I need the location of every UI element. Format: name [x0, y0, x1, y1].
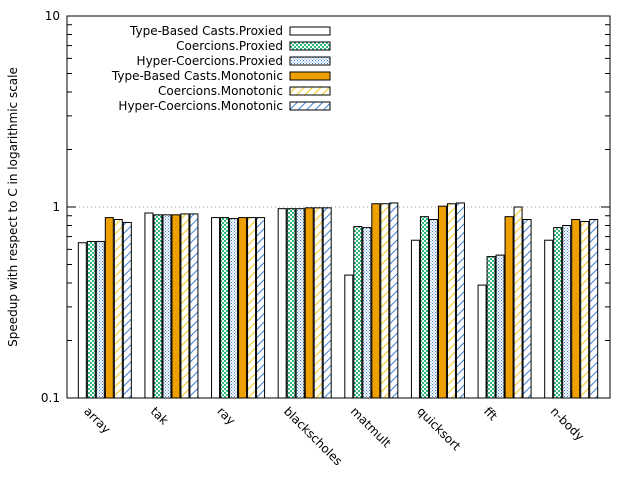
bar-fft-4	[504, 216, 514, 399]
legend-swatch	[289, 41, 331, 51]
y-tick-label: 10	[45, 9, 60, 23]
bar-tak-3	[162, 214, 172, 399]
bar-quicksort-3	[428, 219, 438, 399]
x-axis: array tak ray blackscholes matmult quicksort f…	[81, 391, 587, 468]
bar-tak-1	[144, 212, 154, 399]
y-axis: 0.1 1 10	[41, 9, 610, 405]
bar-matmult-5	[380, 203, 390, 399]
bar-tak-4	[171, 214, 181, 399]
legend-label: Type-Based Casts.Proxied	[129, 24, 283, 38]
bar-array-4	[104, 217, 114, 399]
bar-fft-5	[513, 206, 523, 399]
bar-ray-3	[229, 218, 239, 399]
x-tick-label: matmult	[348, 404, 394, 450]
bar-quicksort-2	[419, 216, 429, 399]
bar-array-3	[95, 240, 105, 399]
bar-n-body-2	[553, 227, 563, 399]
bar-blackscholes-6	[322, 207, 332, 399]
legend-label: Coercions.Monotonic	[158, 84, 283, 98]
bar-tak-2	[153, 214, 163, 399]
x-tick-label: tak	[148, 404, 171, 427]
legend-label: Coercions.Proxied	[176, 39, 283, 53]
bar-blackscholes-3	[295, 208, 305, 399]
bar-ray-6	[256, 217, 266, 399]
bar-blackscholes-4	[304, 207, 314, 399]
bar-array-2	[86, 240, 96, 399]
legend-swatch	[289, 71, 331, 81]
x-tick-label: array	[81, 404, 113, 436]
legend-swatch	[289, 86, 331, 96]
bar-tak-6	[189, 213, 199, 399]
bar-matmult-1	[344, 274, 354, 399]
legend-swatch	[289, 56, 331, 66]
bar-matmult-4	[371, 203, 381, 399]
bar-ray-1	[211, 217, 221, 399]
bar-blackscholes-2	[286, 208, 296, 399]
bar-n-body-6	[589, 219, 599, 399]
bar-n-body-3	[562, 225, 572, 399]
legend-label: Hyper-Coercions.Monotonic	[118, 99, 283, 113]
bar-array-6	[122, 221, 132, 399]
bar-matmult-6	[389, 202, 399, 399]
bar-array-5	[113, 219, 123, 399]
x-tick-label: quicksort	[414, 404, 463, 453]
bar-ray-4	[238, 217, 248, 399]
bar-blackscholes-5	[313, 207, 323, 399]
legend-label: Type-Based Casts.Monotonic	[111, 69, 283, 83]
legend-swatch	[289, 101, 331, 111]
bar-blackscholes-1	[277, 208, 287, 399]
bar-quicksort-5	[446, 203, 456, 399]
bar-ray-5	[247, 217, 257, 399]
y-tick-label: 0.1	[41, 391, 60, 405]
bar-fft-1	[477, 284, 487, 399]
bar-quicksort-4	[437, 205, 447, 399]
x-tick-label: fft	[481, 404, 500, 423]
bar-array-1	[77, 242, 87, 399]
bar-quicksort-1	[410, 239, 420, 399]
bar-ray-2	[220, 217, 230, 399]
bar-matmult-2	[353, 226, 363, 399]
legend-swatch	[289, 26, 331, 36]
bar-n-body-1	[544, 239, 554, 399]
bar-fft-3	[495, 254, 505, 399]
bar-tak-5	[180, 213, 190, 399]
y-tick-label: 1	[52, 200, 60, 214]
x-tick-label: blackscholes	[281, 404, 345, 468]
bar-matmult-3	[362, 227, 372, 399]
bar-n-body-5	[580, 220, 590, 399]
legend-label: Hyper-Coercions.Proxied	[137, 54, 283, 68]
bar-n-body-4	[571, 219, 581, 399]
bar-fft-6	[522, 219, 532, 399]
legend: Type-Based Casts.ProxiedCoercions.Proxie…	[111, 24, 331, 113]
bars-layer	[77, 202, 599, 399]
x-tick-label: ray	[214, 404, 238, 428]
y-axis-label: Speedup with respect to C in logarithmic…	[6, 67, 20, 347]
bar-fft-2	[486, 256, 496, 399]
x-tick-label: n-body	[548, 404, 587, 443]
bar-quicksort-6	[455, 202, 465, 399]
